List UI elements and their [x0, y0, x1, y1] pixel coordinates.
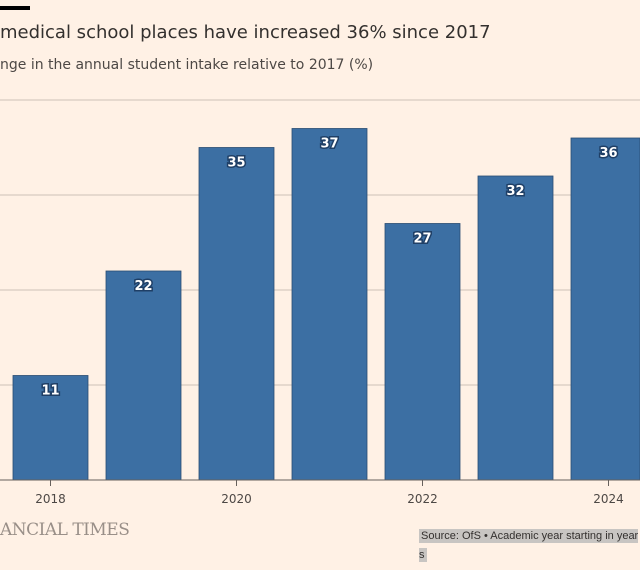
x-tick-label: 2022 [407, 492, 438, 506]
bar-2018 [12, 375, 89, 481]
bar-2019 [105, 270, 182, 481]
bar-2023 [477, 175, 554, 481]
chart-subtitle: nge in the annual student intake relativ… [0, 57, 374, 73]
source-note: Source: OfS • Academic year starting in … [419, 529, 639, 562]
data-label: 32 [506, 184, 524, 199]
chart-title: medical school places have increased 36%… [0, 22, 491, 43]
data-label: 35 [227, 156, 245, 171]
source-container: Source: OfS • Academic year starting in … [419, 524, 640, 562]
ft-top-bar [0, 6, 30, 10]
data-label: 22 [134, 279, 152, 294]
x-tick-label: 2024 [593, 492, 624, 506]
ft-logo: ANCIAL TIMES [0, 520, 130, 540]
data-label: 37 [320, 137, 338, 152]
bar-2021 [291, 128, 368, 481]
data-label: 11 [41, 384, 59, 399]
x-tick-label: 2018 [35, 492, 66, 506]
bar-2020 [198, 147, 275, 481]
x-tick-label: 2020 [221, 492, 252, 506]
data-label: 36 [599, 146, 617, 161]
bar-2022 [384, 223, 461, 481]
data-label: 27 [413, 232, 431, 247]
bar-2024 [570, 137, 640, 481]
